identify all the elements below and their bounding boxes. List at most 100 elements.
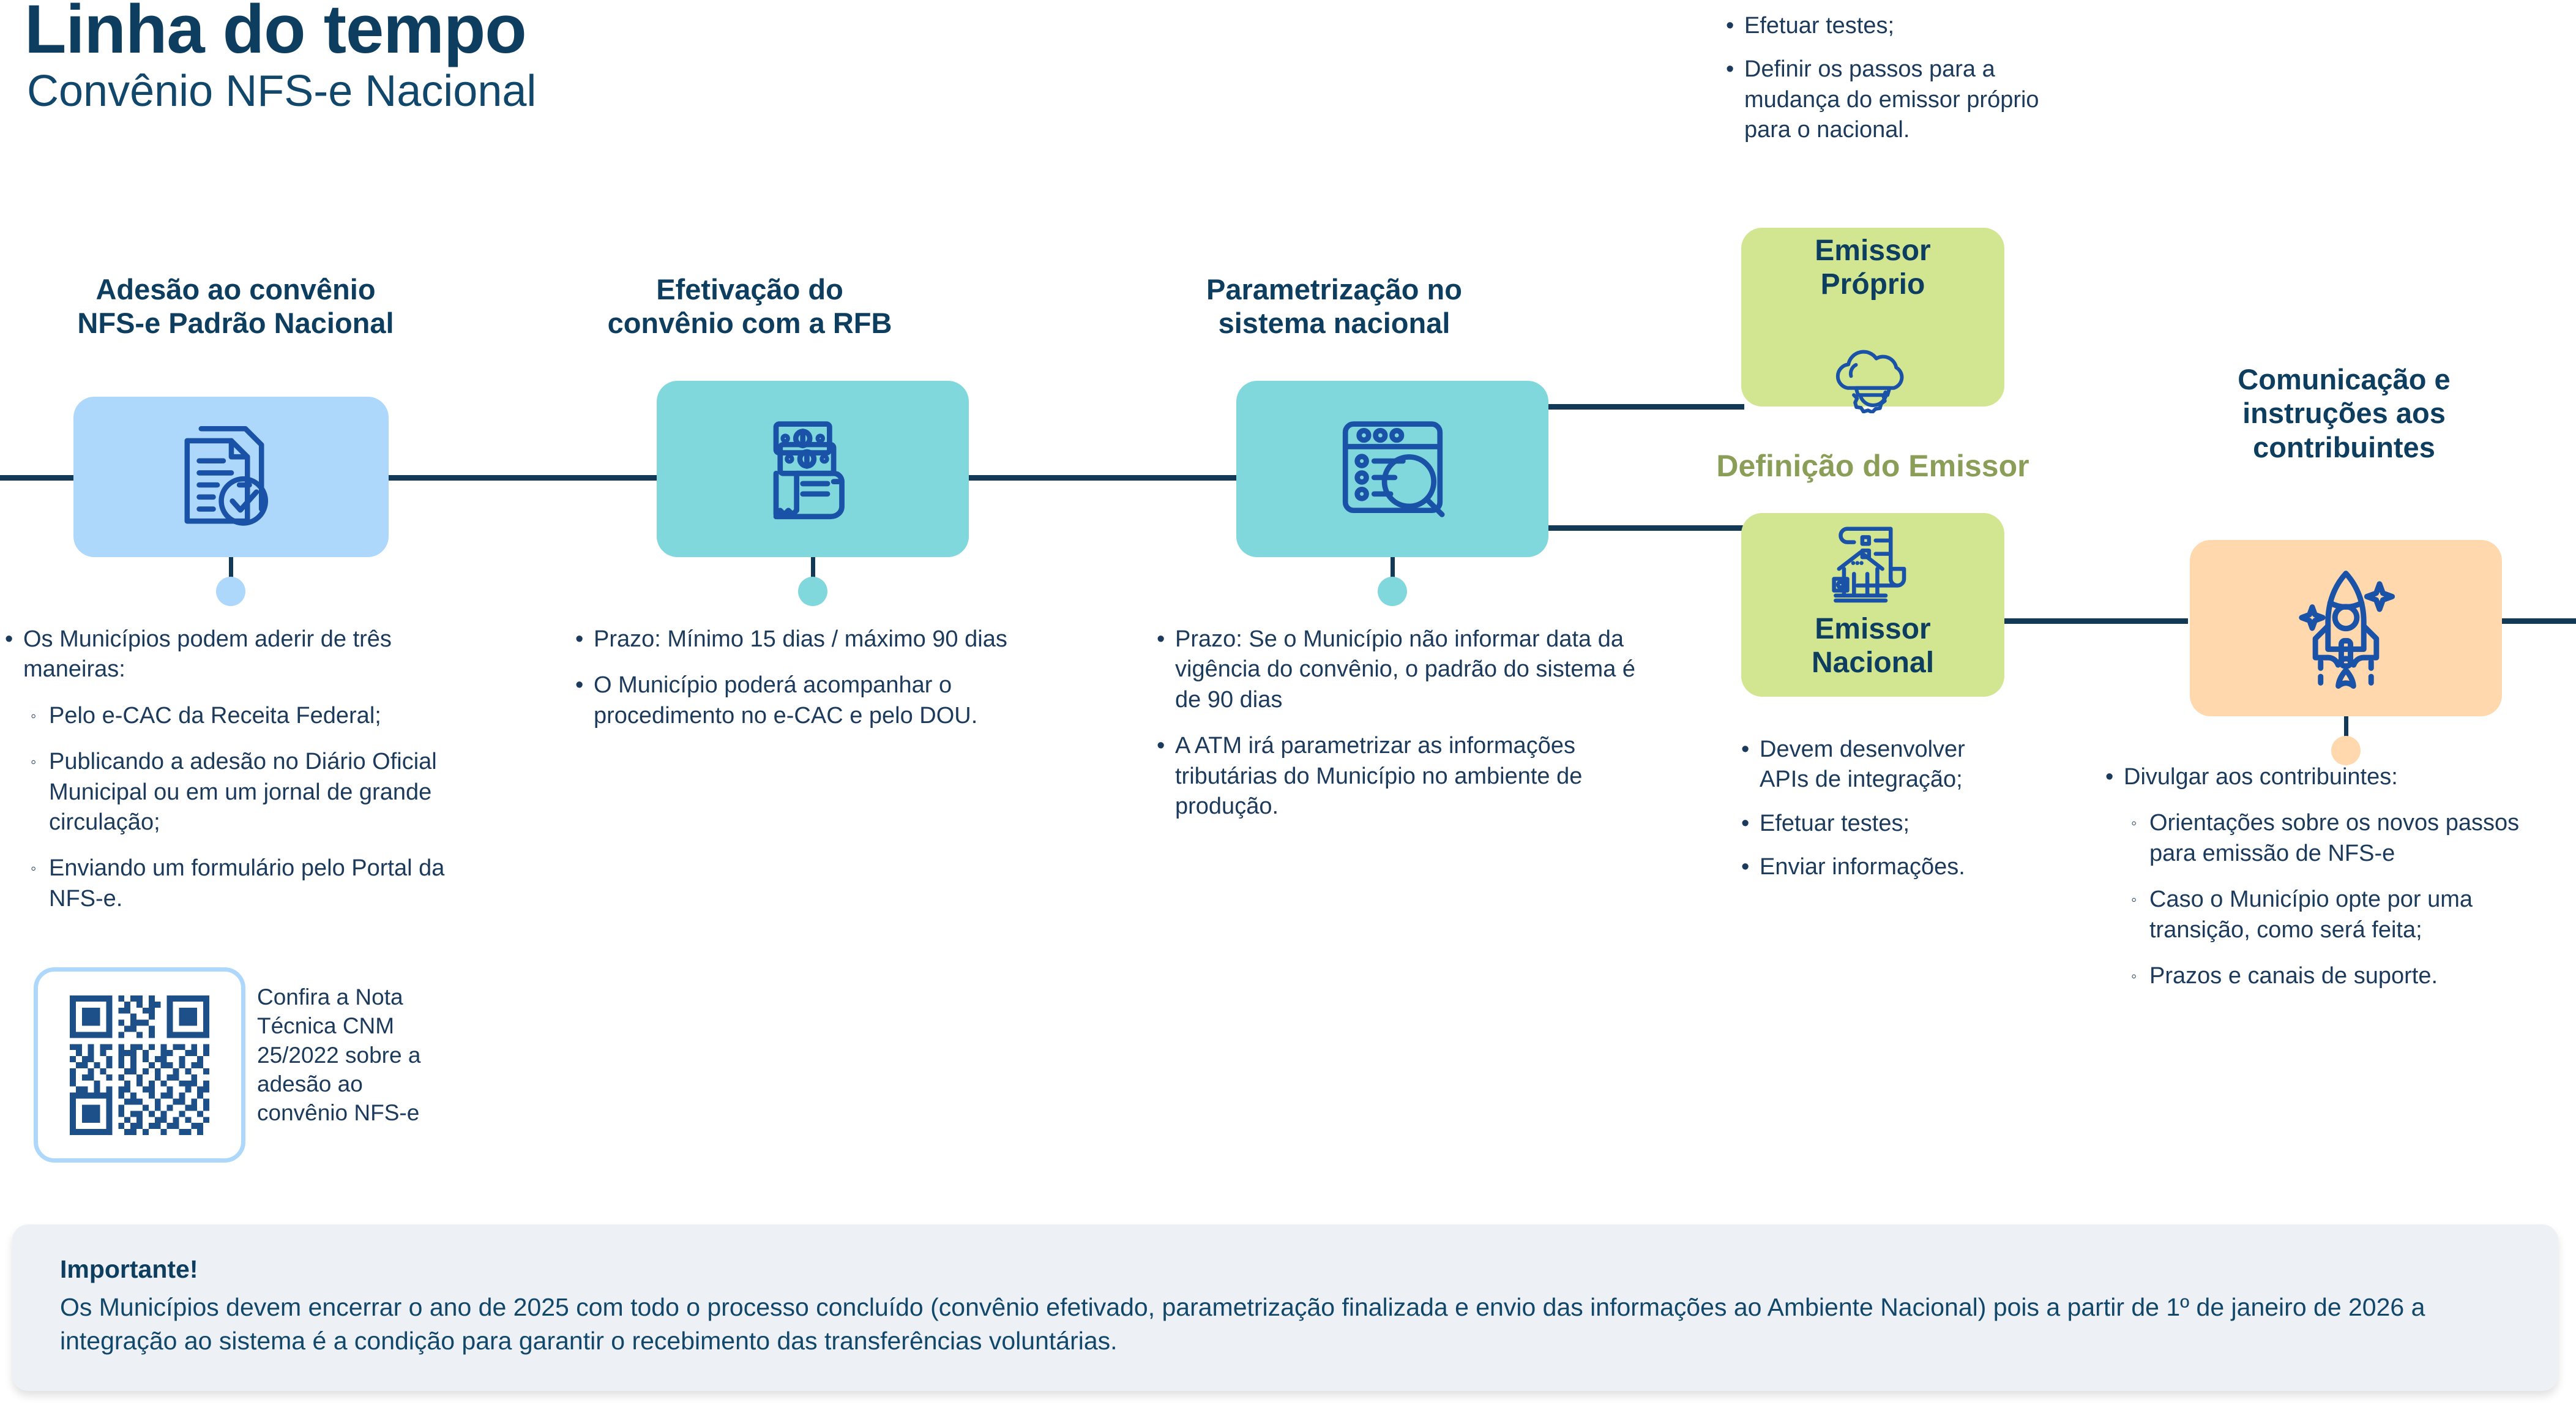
bank-document-icon xyxy=(1826,523,1922,607)
step-iconbox-comunicacao xyxy=(2190,540,2502,716)
list-item: • A ATM irá parametrizar as informações … xyxy=(1157,731,1659,822)
bullet-list-comunicacao: • Divulgar aos contribuintes: ◦ Orientaç… xyxy=(2105,762,2570,1007)
bullet-marker: • xyxy=(1741,736,1750,762)
bullet-text: Efetuar testes; xyxy=(1744,13,1895,39)
important-body: Os Municípios devem encerrar o ano de 20… xyxy=(60,1293,2425,1355)
page-title: Linha do tempo xyxy=(24,0,527,67)
bullet-marker: ◦ xyxy=(31,859,37,878)
rocket-icon xyxy=(2279,561,2413,695)
list-item: • Prazo: Se o Município não informar dat… xyxy=(1157,624,1659,715)
list-item: • Os Municípios podem aderir de três man… xyxy=(5,624,458,685)
step-iconbox-adesao xyxy=(73,397,389,557)
bullet-text: Enviando um formulário pelo Portal da NF… xyxy=(49,855,445,912)
step-heading-line: Efetivação do xyxy=(656,273,843,305)
timeline-rail-segment-0 xyxy=(0,475,73,481)
step-iconbox-parametrizacao xyxy=(1236,381,1548,557)
bullet-text: Prazo: Mínimo 15 dias / máximo 90 dias xyxy=(594,626,1007,652)
definicao-emissor-label: Definição do Emissor xyxy=(1716,449,2029,483)
step-iconbox-efetivacao xyxy=(657,381,969,557)
header: Linha do tempo Convênio NFS-e Nacional xyxy=(24,0,536,115)
step-heading-line: Parametrização no xyxy=(1206,273,1462,305)
branch-rail-to-comunicacao xyxy=(1998,618,2188,624)
bullet-text: Publicando a adesão no Diário Oficial Mu… xyxy=(49,749,437,835)
bullet-marker: ◦ xyxy=(2131,814,2137,833)
bullet-text: Enviar informações. xyxy=(1760,854,1965,880)
step-heading-efetivacao: Efetivação do convênio com a RFB xyxy=(526,272,973,340)
branch-rail-to-emissor-proprio xyxy=(1548,404,1744,410)
step-heading-line: Adesão ao convênio xyxy=(95,273,376,305)
list-item: • Divulgar aos contribuintes: xyxy=(2105,762,2570,792)
bullet-marker: • xyxy=(2105,764,2114,790)
dropline-adesao xyxy=(229,557,233,595)
timeline-dot-parametrizacao xyxy=(1378,577,1407,606)
bullet-marker: ◦ xyxy=(2131,890,2137,909)
list-item: • O Município poderá acompanhar o proced… xyxy=(575,670,1040,731)
list-item: • Prazo: Mínimo 15 dias / máximo 90 dias xyxy=(575,624,1040,654)
bullet-text: Prazo: Se o Município não informar data … xyxy=(1175,626,1636,713)
bullet-text: Devem desenvolver APIs de integração; xyxy=(1760,736,1965,793)
bullet-marker: • xyxy=(575,672,584,699)
bullet-text: Caso o Município opte por uma transição,… xyxy=(2149,886,2473,943)
qr-code-card[interactable] xyxy=(34,967,245,1163)
emissor-label-line: Nacional xyxy=(1811,647,1935,680)
step-heading-comunicacao: Comunicação e instruções aos contribuint… xyxy=(2124,362,2564,464)
emissor-proprio-box xyxy=(1741,228,2004,407)
bullet-list-efetivacao: • Prazo: Mínimo 15 dias / máximo 90 dias… xyxy=(575,624,1040,747)
bullet-marker: • xyxy=(1726,56,1734,83)
list-item: ◦ Pelo e-CAC da Receita Federal; xyxy=(31,701,458,731)
bullet-text: Pelo e-CAC da Receita Federal; xyxy=(49,702,381,729)
bullet-marker: ◦ xyxy=(31,706,37,725)
important-title: Importante! xyxy=(60,1255,198,1283)
branch-rail-to-emissor-nacional xyxy=(1548,525,1744,531)
emissor-label-line: Emissor xyxy=(1815,613,1931,645)
qr-code-image xyxy=(64,989,215,1141)
list-item: • Enviar informações. xyxy=(1741,852,1998,882)
list-item: ◦ Enviando um formulário pelo Portal da … xyxy=(31,853,458,914)
bullet-marker: ◦ xyxy=(31,752,37,771)
list-item: ◦ Caso o Município opte por uma transiçã… xyxy=(2131,885,2570,945)
step-heading-line: sistema nacional xyxy=(1218,307,1450,340)
list-item: • Devem desenvolver APIs de integração; xyxy=(1741,735,1998,795)
bullet-marker: • xyxy=(1157,626,1165,652)
money-receipt-icon xyxy=(747,403,879,535)
list-item: ◦ Orientações sobre os novos passos para… xyxy=(2131,808,2570,869)
timeline-dot-efetivacao xyxy=(798,577,827,606)
emissor-nacional-label: Emissor Nacional xyxy=(1741,612,2004,680)
bullet-list-adesao: • Os Municípios podem aderir de três man… xyxy=(5,624,458,930)
dropline-comunicacao xyxy=(2344,716,2348,754)
emissor-label-line: Próprio xyxy=(1820,268,1925,301)
qr-caption: Confira a Nota Técnica CNM 25/2022 sobre… xyxy=(257,984,421,1126)
bullet-list-emissor-proprio: • Efetuar testes; • Definir os passos pa… xyxy=(1726,11,2069,159)
bullet-marker: • xyxy=(575,626,584,652)
emissor-label-line: Emissor xyxy=(1815,234,1931,267)
important-callout: Importante! Os Municípios devem encerrar… xyxy=(12,1224,2558,1391)
bullet-marker: • xyxy=(1741,810,1750,836)
bullet-marker: • xyxy=(1741,854,1750,880)
step-heading-line: instruções aos xyxy=(2242,397,2446,430)
step-heading-parametrizacao: Parametrização no sistema nacional xyxy=(1102,272,1567,340)
bullet-text: Os Municípios podem aderir de três manei… xyxy=(23,626,392,683)
list-item: • Efetuar testes; xyxy=(1726,11,2069,41)
bullet-marker: • xyxy=(1726,13,1734,39)
cloud-gear-icon xyxy=(1827,346,1919,416)
step-heading-line: contribuintes xyxy=(2253,430,2435,463)
bullet-marker: ◦ xyxy=(2131,966,2137,985)
step-heading-line: convênio com a RFB xyxy=(607,307,892,340)
bullet-text: Divulgar aos contribuintes: xyxy=(2124,764,2398,790)
bullet-text: Prazos e canais de suporte. xyxy=(2149,962,2438,989)
timeline-rail-segment-2 xyxy=(967,475,1236,481)
timeline-rail-segment-1 xyxy=(389,475,658,481)
page-subtitle: Convênio NFS-e Nacional xyxy=(27,67,537,116)
step-heading-adesao: Adesão ao convênio NFS-e Padrão Nacional xyxy=(0,272,471,340)
bullet-text: Efetuar testes; xyxy=(1760,810,1910,836)
bullet-text: O Município poderá acompanhar o procedim… xyxy=(594,672,978,729)
timeline-rail-segment-end xyxy=(2500,618,2576,624)
step-heading-line: NFS-e Padrão Nacional xyxy=(77,307,394,340)
timeline-dot-adesao xyxy=(216,577,245,606)
bullet-text: Definir os passos para a mudança do emis… xyxy=(1744,56,2039,143)
bullet-list-emissor-nacional: • Devem desenvolver APIs de integração; … xyxy=(1741,735,1998,896)
list-item: ◦ Publicando a adesão no Diário Oficial … xyxy=(31,747,458,838)
bullet-marker: • xyxy=(1157,733,1165,759)
document-check-icon xyxy=(167,413,296,541)
